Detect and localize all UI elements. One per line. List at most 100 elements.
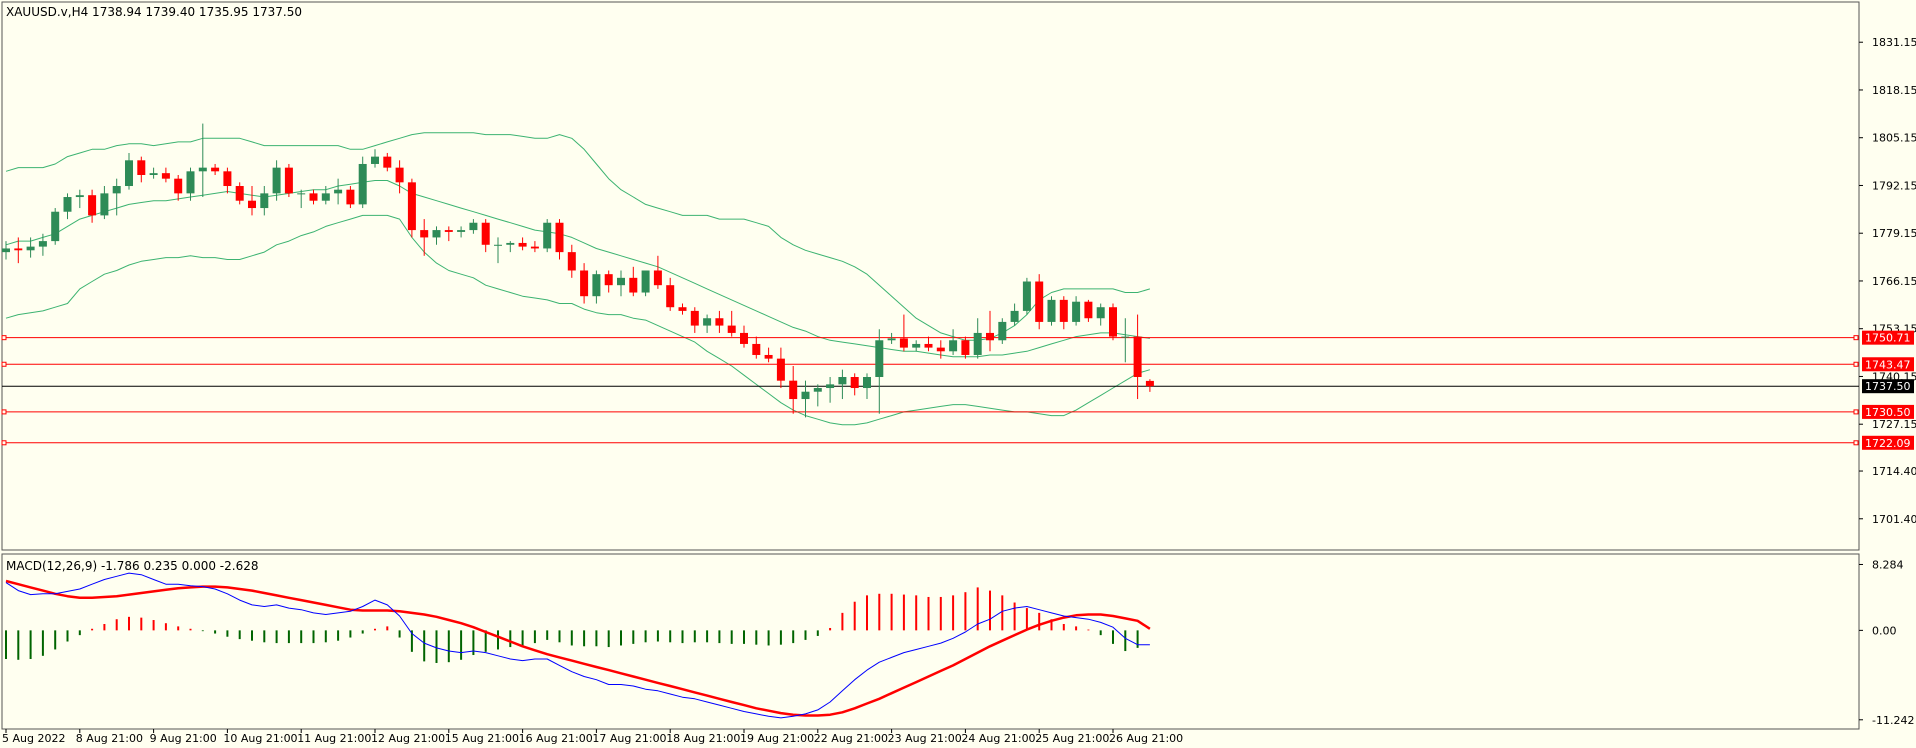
level-handle-0 xyxy=(1,335,7,341)
candle-body xyxy=(580,270,589,297)
level-handle-right-0 xyxy=(1853,335,1859,341)
time-tick-label: 17 Aug 21:00 xyxy=(592,732,666,745)
candle-body xyxy=(420,230,429,238)
candle-body xyxy=(838,377,847,385)
candle-body xyxy=(75,195,84,198)
candle-body xyxy=(198,167,207,172)
candle-body xyxy=(149,173,158,175)
time-tick-label: 23 Aug 21:00 xyxy=(888,732,962,745)
macd-axis: 8.284 0.00 -11.242 xyxy=(1859,558,1914,727)
candle-body xyxy=(395,167,404,183)
macd-header: MACD(12,26,9) -1.786 0.235 0.000 -2.628 xyxy=(6,559,258,573)
candle-body xyxy=(973,332,982,355)
time-tick-label: 25 Aug 21:00 xyxy=(1035,732,1109,745)
candle-body xyxy=(26,246,35,251)
price-tick-label: 1779.15 xyxy=(1872,227,1916,240)
candle-body xyxy=(530,246,539,249)
candle-body xyxy=(457,230,466,232)
candle-body xyxy=(715,318,724,326)
candle-body xyxy=(653,270,662,286)
candle-body xyxy=(949,340,958,352)
candle-body xyxy=(186,171,195,194)
candle-body xyxy=(506,242,515,245)
candle-body xyxy=(899,338,908,348)
price-tick-label: 1766.15 xyxy=(1872,275,1916,288)
bollinger-lower-line xyxy=(5,214,1151,426)
level-label-0: 1750.71 xyxy=(1865,332,1911,345)
candle-body xyxy=(407,182,416,231)
time-tick-label: 10 Aug 21:00 xyxy=(223,732,297,745)
level-label-1: 1743.47 xyxy=(1865,358,1911,371)
candle-body xyxy=(1084,301,1093,319)
candle-body xyxy=(998,321,1007,341)
candle-body xyxy=(1133,336,1142,378)
candle-body xyxy=(297,193,306,195)
time-axis: 5 Aug 2022 8 Aug 21:00 9 Aug 21:00 10 Aug 2… xyxy=(2,729,1183,745)
candle-body xyxy=(1059,299,1068,322)
candle-body xyxy=(629,277,638,293)
candle-body xyxy=(1047,299,1056,322)
level-handle-right-1 xyxy=(1853,361,1859,367)
level-handle-right-3 xyxy=(1853,409,1859,415)
candle-body xyxy=(38,241,47,247)
time-tick-label: 15 Aug 21:00 xyxy=(445,732,519,745)
candle-body xyxy=(604,274,613,286)
candle-body xyxy=(1109,307,1117,337)
macd-lines xyxy=(5,572,1151,719)
candle-body xyxy=(100,193,109,216)
candle-body xyxy=(1072,301,1081,322)
time-tick-label: 22 Aug 21:00 xyxy=(814,732,888,745)
level-label-3: 1730.50 xyxy=(1865,406,1911,419)
level-label-bg-0 xyxy=(1862,330,1914,345)
candle-body xyxy=(383,156,392,168)
candle-body xyxy=(14,248,23,251)
level-label-4: 1722.09 xyxy=(1865,437,1911,450)
candle-body xyxy=(211,167,220,172)
candle-body xyxy=(961,340,970,355)
price-tick-label: 1727.15 xyxy=(1872,418,1916,431)
candle-body xyxy=(543,222,552,249)
price-tick-label: 1831.15 xyxy=(1872,36,1916,49)
level-label-2: 1737.50 xyxy=(1865,380,1911,393)
candle-body xyxy=(617,277,625,286)
candle-body xyxy=(309,193,318,201)
candle-body xyxy=(1096,307,1105,319)
level-labels: 1750.71 1743.47 1737.50 1730.50 1722.09 xyxy=(1862,330,1914,450)
candle-body xyxy=(444,230,453,232)
price-tick-label: 1818.15 xyxy=(1872,84,1916,97)
candle-body xyxy=(1022,281,1031,311)
candle-body xyxy=(826,384,835,389)
level-label-bg-2 xyxy=(1862,379,1914,394)
bollinger-upper-line xyxy=(5,132,1151,341)
time-tick-label: 18 Aug 21:00 xyxy=(666,732,740,745)
level-label-bg-4 xyxy=(1862,435,1914,450)
level-handle-3 xyxy=(1,409,7,415)
horizontal-lines[interactable] xyxy=(1,335,1859,446)
candle-body xyxy=(776,358,785,381)
candle-body xyxy=(284,167,293,194)
candle-body xyxy=(494,244,502,246)
candle-body xyxy=(887,338,896,341)
candle-body xyxy=(813,388,822,392)
symbol-header: XAUUSD.v,H4 1738.94 1739.40 1735.95 1737… xyxy=(6,5,302,19)
level-handle-right-4 xyxy=(1853,440,1859,446)
level-handle-4 xyxy=(1,440,7,446)
candle-body xyxy=(850,377,859,389)
candle-body xyxy=(641,270,650,293)
candle-body xyxy=(223,171,232,187)
candle-body xyxy=(235,186,244,201)
price-tick-label: 1714.40 xyxy=(1872,465,1916,478)
candle-body xyxy=(924,343,933,348)
candle-body xyxy=(592,274,601,297)
price-tick-label: 1701.40 xyxy=(1872,513,1916,526)
time-tick-label: 12 Aug 21:00 xyxy=(371,732,445,745)
candle-body xyxy=(321,193,330,201)
candle-body xyxy=(912,343,921,348)
macd-histogram xyxy=(5,587,1139,663)
time-tick-label: 5 Aug 2022 xyxy=(2,732,65,745)
level-handle-1 xyxy=(1,361,7,367)
candle-body xyxy=(88,195,97,216)
level-label-bg-1 xyxy=(1862,357,1914,372)
candle-body xyxy=(801,391,810,400)
